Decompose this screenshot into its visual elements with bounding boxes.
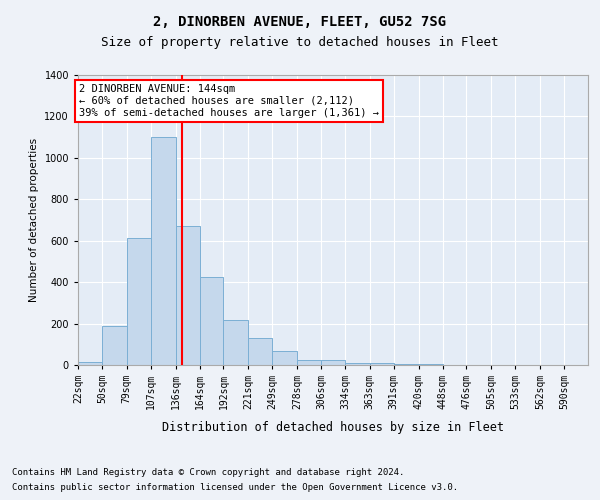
Text: Distribution of detached houses by size in Fleet: Distribution of detached houses by size …: [162, 421, 504, 434]
Bar: [223, 320, 248, 365]
Bar: [127, 238, 151, 365]
Text: Contains public sector information licensed under the Open Government Licence v3: Contains public sector information licen…: [12, 483, 458, 492]
Bar: [345, 363, 370, 365]
Bar: [394, 364, 419, 365]
Bar: [321, 360, 345, 365]
Bar: [151, 137, 176, 365]
Y-axis label: Number of detached properties: Number of detached properties: [29, 138, 39, 302]
Bar: [176, 226, 200, 365]
Text: Size of property relative to detached houses in Fleet: Size of property relative to detached ho…: [101, 36, 499, 49]
Bar: [272, 350, 297, 365]
Bar: [419, 364, 443, 365]
Bar: [297, 360, 321, 365]
Text: 2, DINORBEN AVENUE, FLEET, GU52 7SG: 2, DINORBEN AVENUE, FLEET, GU52 7SG: [154, 16, 446, 30]
Text: Contains HM Land Registry data © Crown copyright and database right 2024.: Contains HM Land Registry data © Crown c…: [12, 468, 404, 477]
Bar: [102, 326, 127, 365]
Bar: [248, 338, 272, 365]
Bar: [200, 277, 223, 365]
Bar: [78, 362, 102, 365]
Text: 2 DINORBEN AVENUE: 144sqm
← 60% of detached houses are smaller (2,112)
39% of se: 2 DINORBEN AVENUE: 144sqm ← 60% of detac…: [79, 84, 379, 117]
Bar: [370, 363, 394, 365]
